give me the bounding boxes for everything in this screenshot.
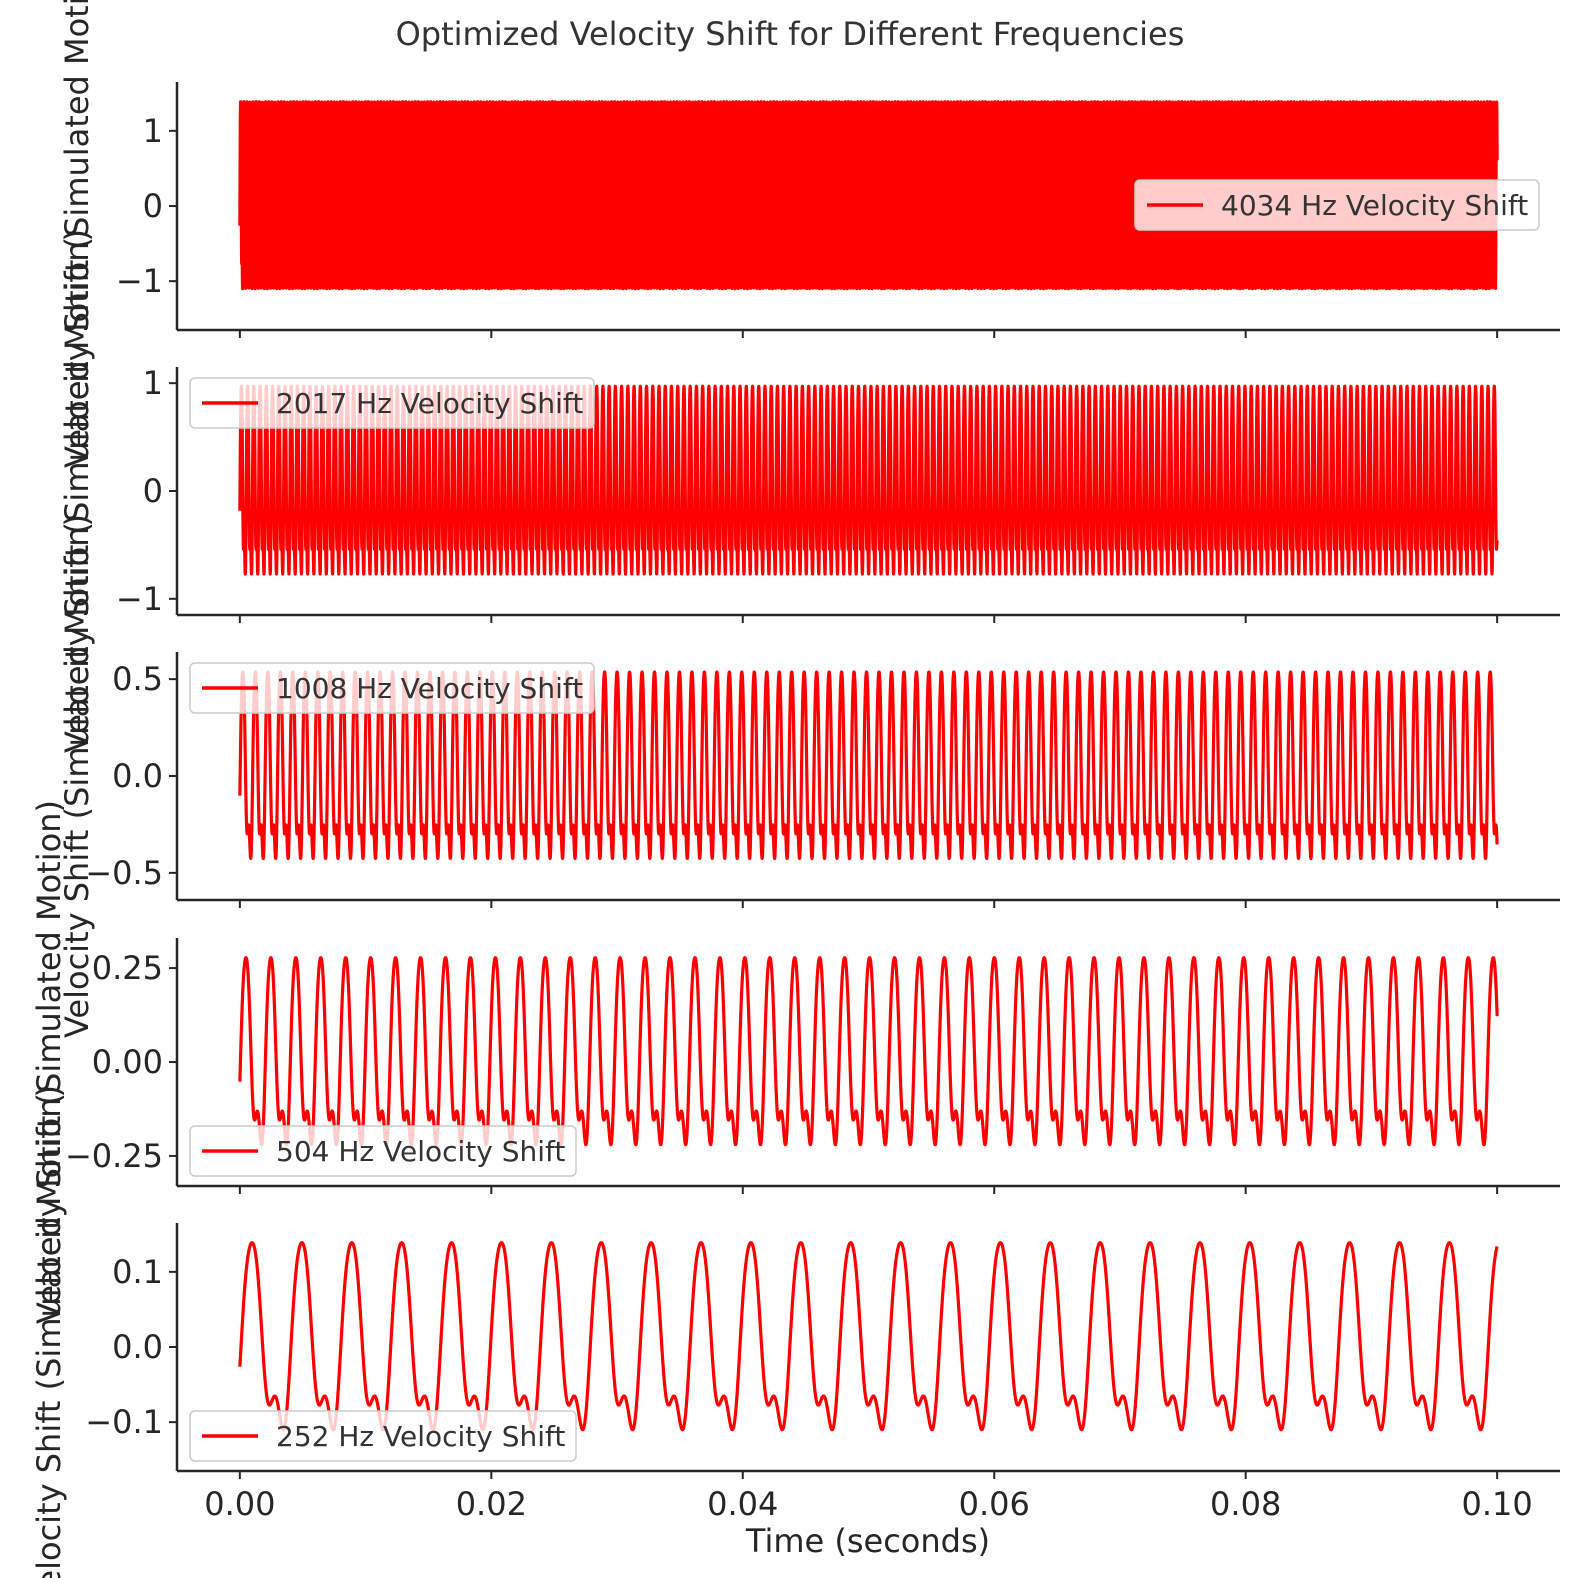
y-tick-label: −0.25: [65, 1137, 163, 1175]
x-tick-label: 0.04: [707, 1485, 778, 1523]
x-axis-label: Time (seconds): [745, 1522, 990, 1560]
legend-box: [189, 377, 595, 429]
y-tick-label: 0: [143, 187, 163, 225]
series-line-5: [238, 1241, 1499, 1432]
legend-label: 4034 Hz Velocity Shift: [1221, 189, 1528, 222]
y-tick-label: 1: [143, 112, 163, 150]
subplot-2: 1 0 −1 Velocity Shift (Simulated Motion) 201…: [58, 229, 1560, 753]
legend-label: 1008 Hz Velocity Shift: [276, 672, 583, 705]
y-axis-label: Velocity Shift (Simulated Motion): [58, 229, 96, 753]
series-line-1: [238, 100, 1499, 291]
legend-box: [189, 662, 595, 714]
legend: 2017 Hz Velocity Shift: [189, 377, 595, 429]
y-tick-label: 1: [143, 364, 163, 402]
legend-box: [189, 1125, 577, 1177]
y-axis-label: Velocity Shift (Simulated Motion): [30, 1085, 68, 1578]
chart-title: Optimized Velocity Shift for Different F…: [396, 15, 1185, 53]
legend-label: 252 Hz Velocity Shift: [276, 1420, 565, 1453]
legend: 504 Hz Velocity Shift: [189, 1125, 577, 1177]
legend-box: [1134, 179, 1540, 231]
y-axis-label: Velocity Shift (Simulated Motion): [58, 0, 96, 468]
legend-box: [189, 1410, 577, 1462]
y-tick-label: 0.0: [112, 757, 163, 795]
y-tick-label: 0.1: [112, 1253, 163, 1291]
y-axis-label: Velocity Shift (Simulated Motion): [30, 800, 68, 1324]
legend-label: 2017 Hz Velocity Shift: [276, 387, 583, 420]
y-tick-label: 0.0: [112, 1328, 163, 1366]
series-line-3: [238, 670, 1499, 861]
x-tick-label: 0.10: [1462, 1485, 1533, 1523]
y-tick-label: 0: [143, 472, 163, 510]
x-tick-label: 0.08: [1210, 1485, 1281, 1523]
y-tick-label: −0.1: [85, 1403, 163, 1441]
y-axis-label: Velocity Shift (Simulated Motion): [58, 514, 96, 1038]
legend: 1008 Hz Velocity Shift: [189, 662, 595, 714]
legend: 4034 Hz Velocity Shift: [1134, 179, 1540, 231]
y-tick-label: 0.5: [112, 660, 163, 698]
y-tick-label: 0.25: [92, 949, 163, 987]
x-tick-label: 0.06: [959, 1485, 1030, 1523]
subplot-panels: 1 0 −1 Velocity Shift (Simulated Motion) 403…: [30, 0, 1560, 1578]
x-tick-label: 0.00: [204, 1485, 275, 1523]
x-tick-label: 0.02: [456, 1485, 527, 1523]
legend: 252 Hz Velocity Shift: [189, 1410, 577, 1462]
y-tick-label: −1: [116, 262, 163, 300]
subplot-1: 1 0 −1 Velocity Shift (Simulated Motion) 403…: [58, 0, 1560, 468]
series-line-4: [238, 956, 1499, 1147]
y-tick-label: 0.00: [92, 1043, 163, 1081]
y-tick-label: −1: [116, 580, 163, 618]
subplot-5: 0.1 0.0 −0.1 0.00 0.02 0.04 0.06 0.08 0.10 Veloci…: [30, 1085, 1560, 1578]
series-line-2: [238, 384, 1499, 576]
legend-label: 504 Hz Velocity Shift: [276, 1135, 565, 1168]
y-tick-label: −0.5: [85, 854, 163, 892]
